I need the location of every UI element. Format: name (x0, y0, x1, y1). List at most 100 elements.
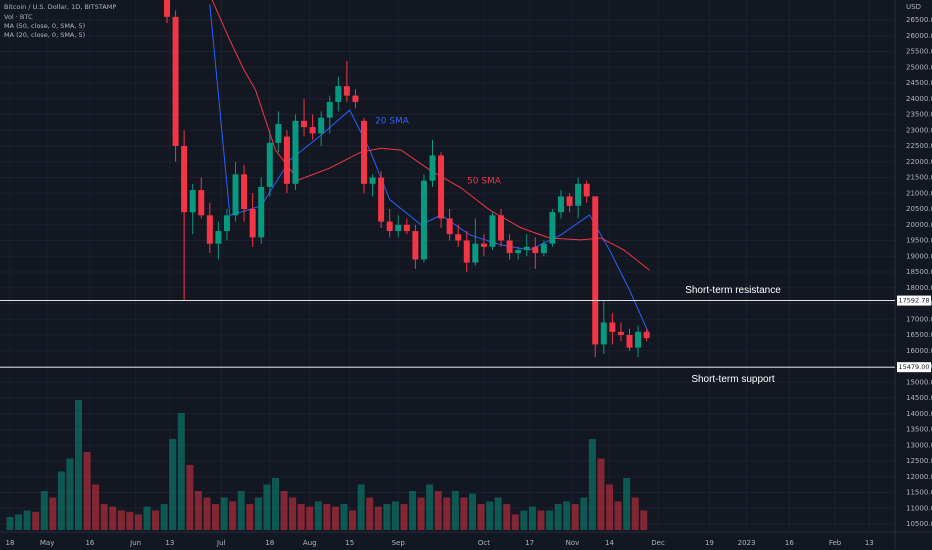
y-tick-label: 21500.00 (906, 174, 932, 182)
x-tick-label: 18 (265, 539, 274, 547)
x-tick-label: Feb (829, 539, 842, 547)
volume-bar (528, 506, 536, 530)
y-tick-label: 17000.00 (906, 315, 932, 323)
candle-body (395, 224, 402, 232)
moving-average-label: 20 SMA (375, 117, 410, 127)
volume-bar (229, 501, 237, 530)
y-tick-label: 22000.00 (906, 158, 932, 166)
volume-bar (246, 504, 254, 530)
candle-body (575, 183, 582, 206)
volume-bar (212, 504, 220, 530)
y-tick-label: 26000.00 (906, 32, 932, 40)
candle-body (215, 231, 222, 244)
x-tick-label: 16 (785, 539, 794, 547)
volume-bar (443, 497, 451, 530)
volume-bar (280, 491, 288, 530)
candle-body (326, 101, 333, 118)
volume-bar (57, 471, 65, 530)
volume-bar (409, 491, 417, 530)
x-tick-label: Dec (651, 539, 665, 547)
candle-body (420, 180, 427, 260)
level-label-box (897, 295, 931, 306)
candle-body (600, 322, 607, 345)
volume-bar (349, 510, 357, 530)
volume-bar (331, 506, 339, 530)
volume-bar (92, 484, 100, 530)
volume-bar (614, 501, 622, 530)
x-tick-label: Nov (566, 539, 580, 547)
volume-bar (580, 497, 588, 530)
candle-body (352, 95, 359, 102)
y-tick-label: 19000.00 (906, 252, 932, 260)
y-tick-label: 14000.00 (906, 410, 932, 418)
volume-bar (15, 514, 23, 530)
volume-bar (563, 501, 571, 530)
volume-bar (109, 506, 117, 530)
volume-bar (606, 484, 614, 530)
y-tick-label: 15000.00 (906, 378, 932, 386)
candle-body (258, 186, 265, 238)
x-tick-label: 14 (605, 539, 614, 547)
candle-body (480, 243, 487, 247)
y-tick-label: 19500.00 (906, 237, 932, 245)
volume-bar (477, 504, 485, 530)
legend-entry: MA (20, close, 0, SMA, 5) (4, 31, 85, 39)
candle-body (523, 246, 530, 250)
y-tick-label: 18000.00 (906, 284, 932, 292)
volume-bar (631, 497, 639, 530)
candle-body (403, 224, 410, 232)
volume-bar (426, 484, 434, 530)
volume-bar (6, 517, 14, 530)
candle-body (566, 196, 573, 206)
volume-bar (143, 506, 151, 530)
y-tick-label: 20500.00 (906, 205, 932, 213)
volume-bar (400, 504, 408, 530)
price-pane (0, 0, 895, 368)
volume-bar (66, 458, 74, 530)
candle-body (164, 0, 171, 17)
candle-body (557, 196, 564, 213)
candle-body (463, 240, 470, 263)
legend-entry: MA (50, close, 0, SMA, 5) (4, 22, 85, 30)
volume-bar (503, 504, 511, 530)
chart-title: Bitcoin / U.S. Dollar, 1D, BITSTAMP (4, 3, 116, 11)
volume-bar (49, 497, 57, 530)
volume-bar (340, 504, 348, 530)
labels: Bitcoin / U.S. Dollar, 1D, BITSTAMP Vol … (4, 3, 932, 547)
moving-average-label: 50 SMA (467, 177, 502, 187)
volume-bar (451, 491, 459, 530)
volume-bar (100, 504, 108, 530)
volume-bar (271, 478, 279, 530)
volume-bar (460, 497, 468, 530)
x-tick-label: 15 (345, 539, 354, 547)
candle-body (540, 243, 547, 254)
volume-bar (537, 510, 545, 530)
candle-body (369, 177, 376, 184)
candle-body (412, 231, 419, 260)
candle-body (438, 155, 445, 219)
y-tick-label: 25500.00 (906, 48, 932, 56)
volume-bar (554, 504, 562, 530)
candle-body (635, 331, 642, 348)
candle-body (283, 136, 290, 184)
volume-bar (297, 504, 305, 530)
volume-bar (117, 510, 125, 530)
volume-pane (6, 400, 648, 530)
candle-body (241, 174, 248, 210)
y-tick-label: 26500.00 (906, 16, 932, 24)
y-tick-label: 22500.00 (906, 142, 932, 150)
candle-body (292, 120, 299, 184)
legend-entry: Vol · BTC (4, 13, 33, 21)
level-label-box (897, 362, 931, 373)
candle-body (249, 209, 256, 238)
candle-body (592, 196, 599, 345)
candle-body (498, 215, 505, 241)
candle-body (446, 218, 453, 235)
volume-bar (169, 439, 177, 530)
candle-body (506, 240, 513, 254)
x-tick-label: Oct (478, 539, 490, 547)
candle-body (189, 190, 196, 213)
volume-bar (186, 465, 194, 530)
volume-bar (40, 491, 48, 530)
x-tick-label: Jul (216, 539, 226, 547)
